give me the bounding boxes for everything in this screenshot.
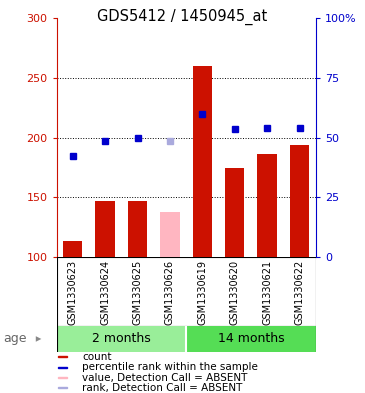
Bar [58, 367, 67, 368]
Bar [128, 201, 147, 257]
Text: GSM1330621: GSM1330621 [262, 260, 272, 325]
Text: value, Detection Call = ABSENT: value, Detection Call = ABSENT [82, 373, 247, 382]
Text: GSM1330624: GSM1330624 [100, 260, 110, 325]
Bar [57, 326, 186, 352]
Bar [193, 66, 212, 257]
Bar [96, 201, 115, 257]
Text: age: age [3, 332, 26, 345]
Bar [58, 356, 67, 357]
Text: percentile rank within the sample: percentile rank within the sample [82, 362, 258, 372]
Text: GSM1330620: GSM1330620 [230, 260, 240, 325]
Text: 2 months: 2 months [92, 332, 151, 345]
Text: GSM1330622: GSM1330622 [295, 260, 304, 325]
Text: GSM1330619: GSM1330619 [197, 260, 207, 325]
Bar [290, 145, 309, 257]
Text: GSM1330626: GSM1330626 [165, 260, 175, 325]
Bar [160, 212, 180, 257]
Text: count: count [82, 352, 112, 362]
Text: GSM1330625: GSM1330625 [132, 260, 143, 325]
Bar [225, 167, 245, 257]
Bar [257, 154, 277, 257]
Bar [63, 241, 82, 257]
Text: GDS5412 / 1450945_at: GDS5412 / 1450945_at [97, 9, 268, 25]
Bar [186, 326, 316, 352]
Text: GSM1330623: GSM1330623 [68, 260, 78, 325]
Bar [58, 387, 67, 388]
Text: 14 months: 14 months [218, 332, 284, 345]
Bar [58, 377, 67, 378]
Text: rank, Detection Call = ABSENT: rank, Detection Call = ABSENT [82, 383, 242, 393]
